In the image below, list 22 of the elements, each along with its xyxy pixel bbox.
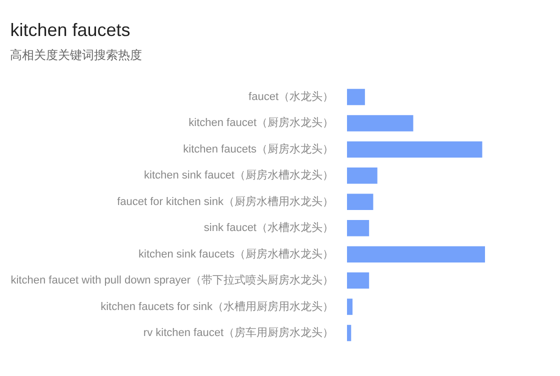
y-tick-label: sink faucet（水槽水龙头） [204,221,334,234]
y-tick-label: kitchen faucet（厨房水龙头） [188,116,334,130]
y-tick-label: kitchen faucet with pull down sprayer（带下拉式喷头厨房水龙头） [10,274,334,287]
bar [347,220,370,236]
bar [347,324,352,342]
y-tick-label: rv kitchen faucet（房车用厨房水龙头） [143,326,334,340]
y-tick-label: kitchen sink faucet（厨房水槽水龙头） [144,168,334,182]
bar [347,115,414,132]
bar [347,298,353,315]
y-tick-label: faucet（水龙头） [248,90,334,103]
bar [347,272,370,289]
bar [347,194,374,210]
y-tick-label: kitchen faucets for sink（水槽用厨房用水龙头） [100,300,334,313]
bar [347,246,485,262]
bar [347,88,365,106]
y-tick-label: kitchen sink faucets（厨房水槽水龙头） [138,247,334,260]
bar [347,141,482,158]
y-tick-label: kitchen faucets（厨房水龙头） [183,142,334,156]
text: 高相关度关键词搜索热度 [10,48,142,62]
y-tick-label: faucet for kitchen sink（厨房水槽用水龙头） [117,194,334,208]
bar [347,168,378,184]
text: kitchen faucets [10,20,130,40]
